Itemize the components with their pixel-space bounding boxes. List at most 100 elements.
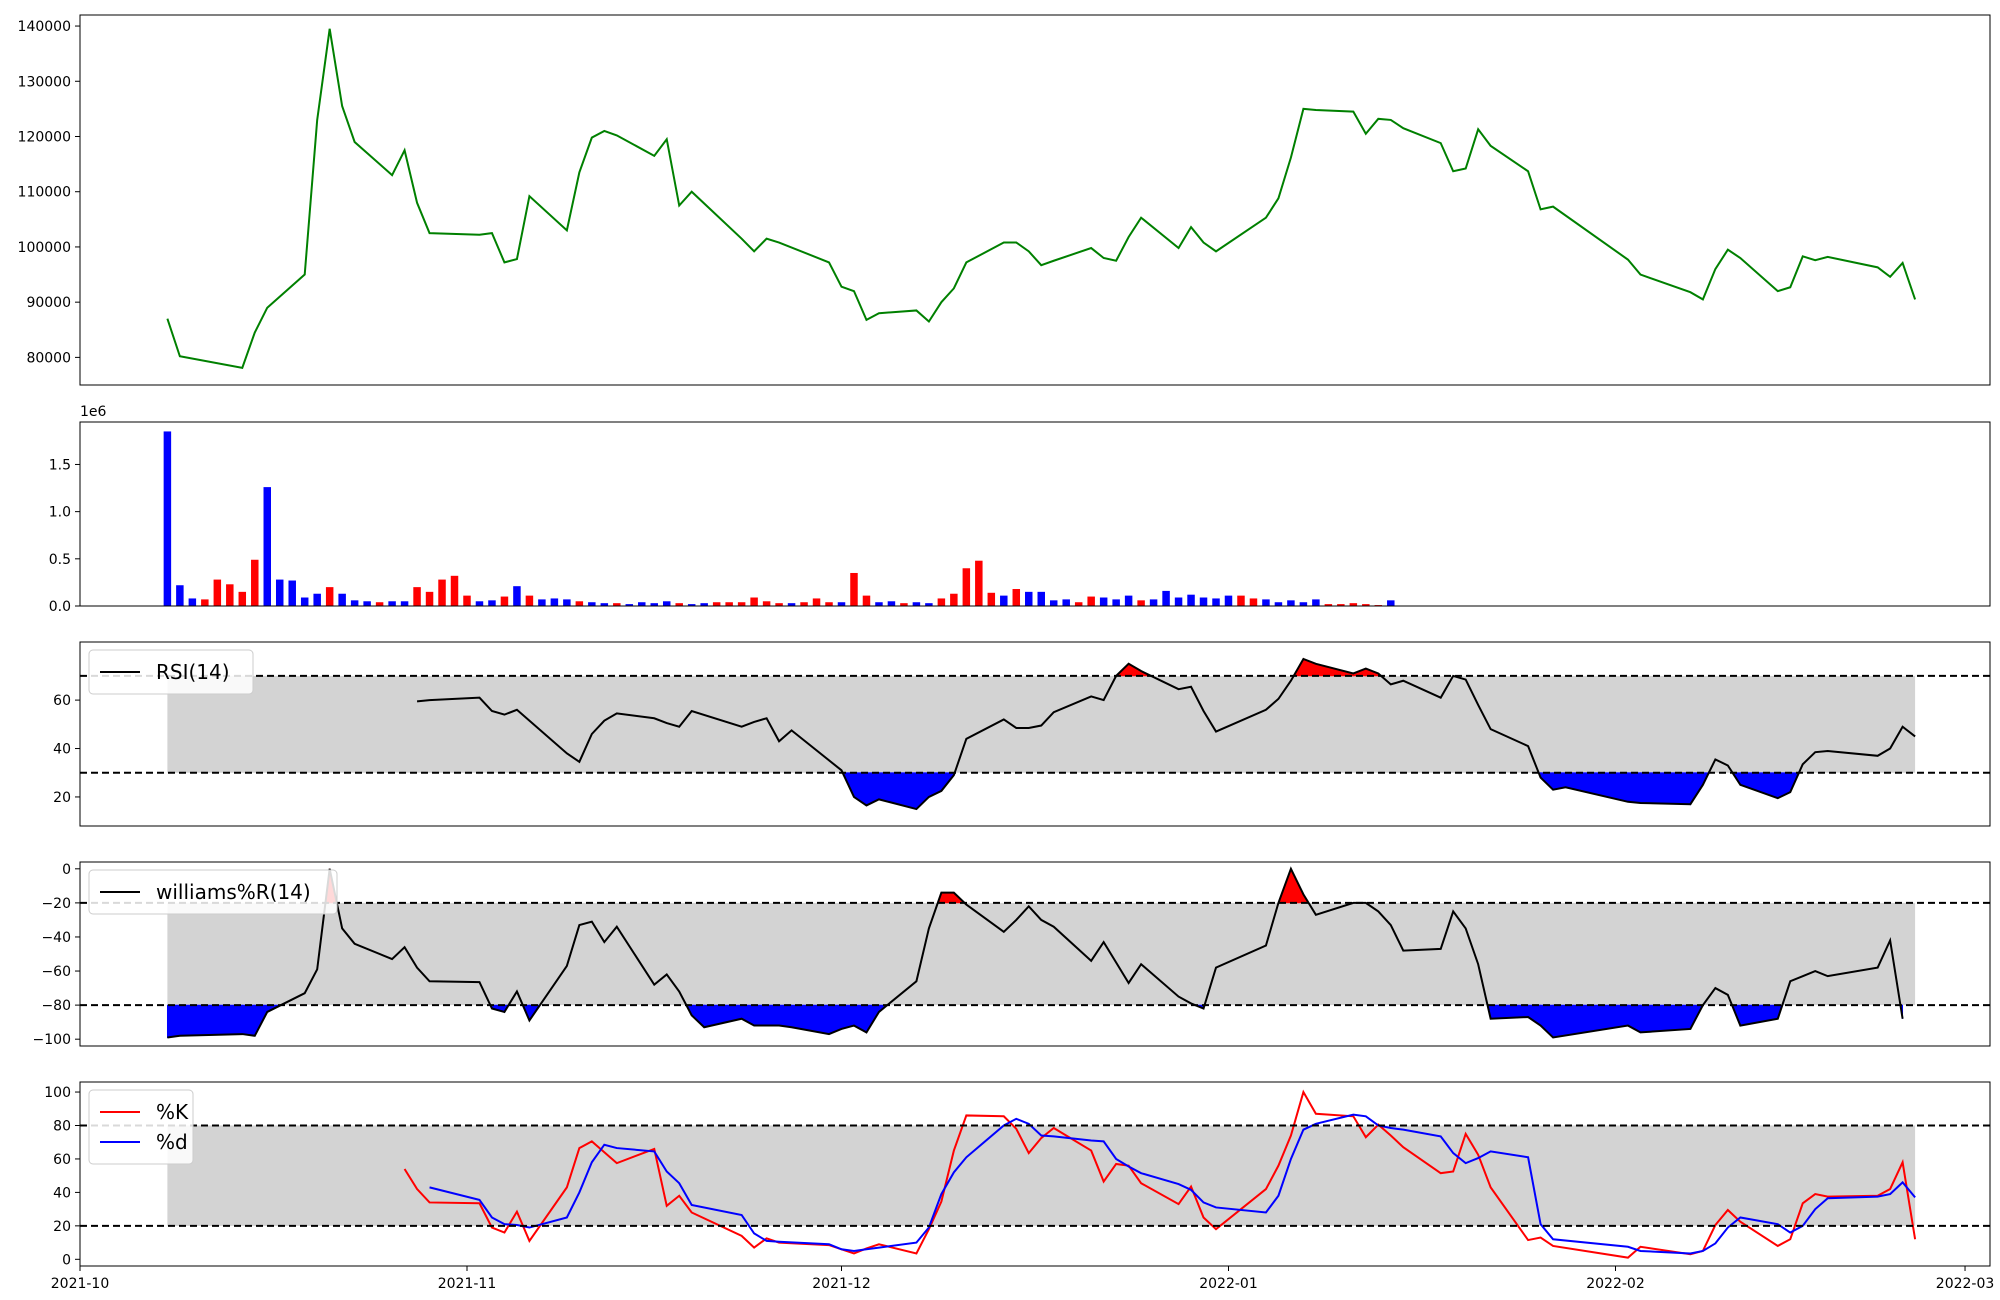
volume-bar: [201, 599, 209, 606]
volume-bar: [288, 580, 296, 606]
volume-bar: [176, 585, 184, 606]
volume-bar: [413, 587, 421, 606]
volume-panel: 0.0 0.5 1.0 1.5 1e6: [49, 404, 1395, 615]
volume-bar: [1349, 603, 1358, 606]
williams-y-tick-label: −80: [41, 998, 71, 1014]
volume-bar: [1312, 599, 1320, 606]
volume-bar: [1199, 597, 1208, 606]
volume-bar: [600, 603, 609, 606]
volume-bar: [400, 601, 409, 606]
price-y-tick-label: 90000: [26, 295, 71, 311]
x-tick-label: 2021-12: [812, 1276, 871, 1292]
stochastic-y-tick-label: 20: [53, 1219, 71, 1235]
volume-bar: [500, 596, 509, 606]
rsi-oversold-fill: [1627, 772, 1641, 804]
stochastic-legend-label: %K: [156, 1100, 189, 1124]
volume-scale-label: 1e6: [80, 404, 107, 420]
volume-bar: [488, 600, 496, 606]
volume-bar: [563, 599, 571, 606]
volume-bar: [1237, 595, 1245, 606]
volume-bar: [1087, 596, 1095, 606]
williams-y-tick-label: −60: [41, 964, 71, 980]
price-y-tick-label: 140000: [18, 19, 71, 35]
volume-bar: [638, 602, 646, 606]
volume-bar: [1174, 597, 1183, 606]
volume-bar: [725, 602, 733, 606]
volume-bar: [1362, 604, 1370, 606]
volume-bar: [1025, 591, 1033, 606]
volume-bar: [588, 602, 596, 606]
volume-bar: [325, 587, 334, 606]
rsi-line-series: [416, 657, 1916, 811]
x-tick-label: 2021-11: [438, 1276, 497, 1292]
volume-bar: [1124, 595, 1133, 606]
williams-y-tick-label: −40: [41, 930, 71, 946]
chart-layer: 80000 90000 100000 110000 120000 130000 140000…: [18, 14, 1995, 1292]
price-y-tick-label: 80000: [26, 350, 71, 366]
stochastic-legend-label: %d: [156, 1130, 188, 1154]
volume-bar: [987, 592, 996, 606]
volume-bar: [712, 602, 721, 606]
volume-bar: [1062, 599, 1070, 606]
volume-y-tick-label: 0.0: [49, 599, 71, 615]
volume-bar: [1037, 591, 1045, 606]
volume-bar: [263, 487, 271, 606]
stochastic-panel: 0 20 40 60 80 100 %K %d: [44, 1085, 1990, 1268]
volume-bar: [812, 598, 821, 606]
volume-bar: [1137, 600, 1145, 606]
williams-y-tick-label: −20: [41, 896, 71, 912]
williams-oversold-fill: [241, 1004, 256, 1037]
volume-bar: [700, 603, 708, 606]
volume-bar: [887, 601, 896, 606]
volume-bar: [575, 601, 584, 606]
rsi-legend-label: RSI(14): [156, 660, 230, 684]
williams-threshold-band: [167, 902, 1916, 1006]
volume-bar: [1224, 595, 1233, 606]
volume-bar: [613, 603, 621, 606]
williams-oversold-fill: [179, 1004, 243, 1037]
volume-bar: [1012, 589, 1021, 606]
volume-bar: [226, 584, 234, 606]
rsi-panel: 20 40 60 RSI(14): [53, 649, 1990, 811]
stochastic-y-tick-label: 40: [53, 1185, 71, 1201]
volume-bar: [538, 599, 546, 606]
volume-bar: [1337, 604, 1345, 606]
volume-bar: [1287, 600, 1295, 606]
stochastic-y-tick-label: 0: [62, 1252, 71, 1268]
stochastic-series-line: [429, 1113, 1916, 1255]
volume-bar: [900, 603, 908, 606]
volume-bar: [1212, 598, 1220, 606]
volume-bar: [275, 579, 284, 606]
volume-bar: [238, 591, 247, 606]
williams-overbought-fill: [940, 892, 955, 904]
volume-bar: [687, 604, 696, 606]
rsi-axes-frame: [79, 641, 1991, 827]
volume-bar: [525, 595, 534, 606]
volume-bar: [962, 568, 971, 606]
volume-bar: [251, 559, 259, 606]
volume-y-tick-label: 0.5: [49, 552, 71, 568]
volume-bar: [313, 593, 321, 606]
volume-bar: [300, 597, 309, 606]
price-line-series: [166, 28, 1917, 370]
price-y-tick-label: 110000: [18, 185, 71, 201]
volume-bar: [800, 602, 808, 606]
volume-bar: [213, 579, 222, 606]
volume-bar: [925, 603, 933, 606]
volume-bar: [750, 597, 758, 606]
volume-bar: [463, 595, 471, 606]
x-tick-label: 2022-03: [1936, 1276, 1995, 1292]
volume-bar: [850, 572, 858, 606]
stochastic-threshold-band: [167, 1125, 1916, 1226]
price-axes-frame: [79, 14, 1991, 386]
stochastic-axes-frame: [79, 1081, 1991, 1267]
price-y-tick-label: 100000: [18, 240, 71, 256]
williams-panel: −100 −80 −60 −40 −20 0 williams%R(14): [33, 862, 1990, 1048]
volume-bar: [937, 598, 946, 606]
volume-bar: [1074, 602, 1083, 606]
volume-bar: [950, 593, 958, 606]
volume-bar: [662, 601, 671, 606]
williams-y-tick-label: 0: [62, 862, 71, 878]
stochastic-y-tick-label: 80: [53, 1118, 71, 1134]
